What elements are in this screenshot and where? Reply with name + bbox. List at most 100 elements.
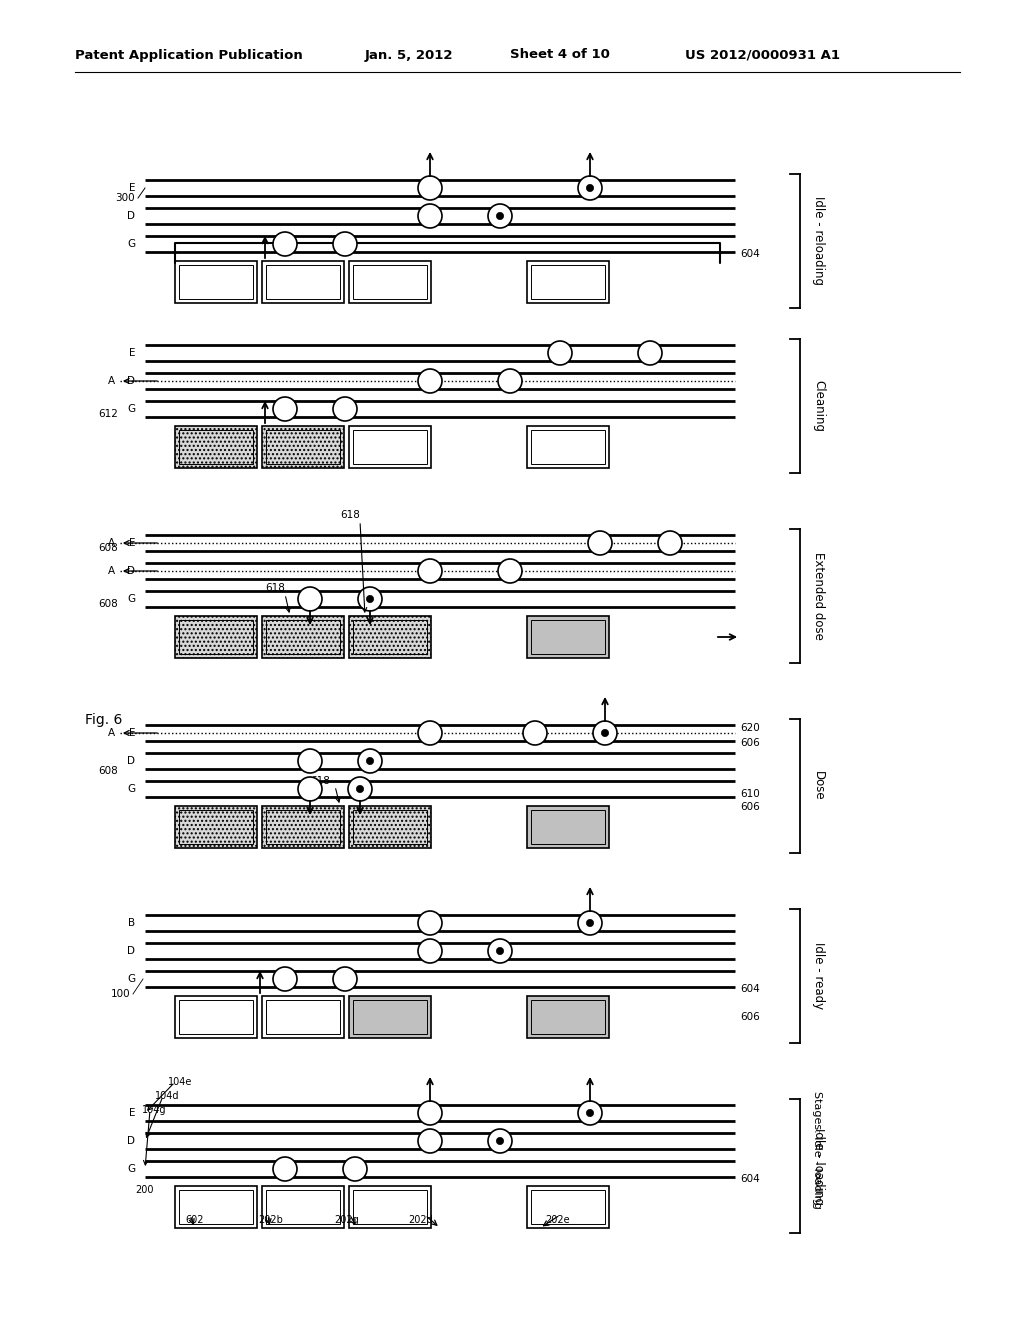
Text: 608: 608 (98, 543, 118, 553)
Circle shape (333, 232, 357, 256)
Circle shape (497, 213, 504, 219)
Text: 200: 200 (135, 1185, 154, 1195)
Text: B: B (128, 917, 135, 928)
Bar (531, 810, 605, 843)
Bar (175, 807, 257, 847)
Text: 610: 610 (740, 789, 760, 799)
Circle shape (298, 587, 322, 611)
Bar (266, 1001, 340, 1034)
Circle shape (497, 1138, 504, 1144)
Text: G: G (127, 239, 135, 249)
Text: 604: 604 (740, 249, 760, 259)
Bar (179, 430, 253, 465)
Circle shape (348, 777, 372, 801)
Text: Stages: Idle - loading: Stages: Idle - loading (812, 1092, 822, 1209)
Text: Patent Application Publication: Patent Application Publication (75, 49, 303, 62)
Bar (175, 261, 257, 304)
Bar (353, 810, 427, 843)
Bar (353, 620, 427, 653)
Circle shape (333, 397, 357, 421)
Circle shape (587, 920, 594, 927)
Text: D: D (127, 566, 135, 576)
Bar (531, 1191, 605, 1224)
Circle shape (497, 948, 504, 954)
Text: G: G (127, 1164, 135, 1173)
Bar (179, 810, 253, 843)
Text: 618: 618 (265, 583, 285, 593)
Text: D: D (127, 211, 135, 220)
Text: 300: 300 (116, 193, 135, 203)
Circle shape (333, 968, 357, 991)
Bar (175, 1185, 257, 1228)
Text: E: E (128, 348, 135, 358)
Text: 604: 604 (740, 983, 760, 994)
Circle shape (593, 721, 617, 744)
Text: A: A (108, 566, 115, 576)
Text: 202g: 202g (334, 1214, 358, 1225)
Bar (349, 807, 431, 847)
Circle shape (418, 1129, 442, 1152)
Bar (527, 1185, 609, 1228)
Circle shape (498, 370, 522, 393)
Text: D: D (127, 376, 135, 385)
Bar (531, 265, 605, 300)
Text: 202b: 202b (258, 1214, 283, 1225)
Bar (175, 426, 257, 469)
Text: 612: 612 (98, 409, 118, 418)
Circle shape (358, 748, 382, 774)
Circle shape (638, 341, 662, 366)
Text: 620: 620 (740, 723, 760, 733)
Bar (349, 1185, 431, 1228)
Circle shape (358, 587, 382, 611)
Text: 606: 606 (740, 803, 760, 812)
Bar (266, 1191, 340, 1224)
Text: 608: 608 (98, 599, 118, 609)
Bar (262, 1185, 344, 1228)
Text: E: E (128, 1107, 135, 1118)
Text: D: D (127, 756, 135, 766)
Text: Extended dose: Extended dose (812, 552, 825, 640)
Circle shape (418, 939, 442, 964)
Bar (179, 620, 253, 653)
Text: 104e: 104e (168, 1077, 193, 1086)
Circle shape (488, 205, 512, 228)
Bar (179, 265, 253, 300)
Bar (266, 810, 340, 843)
Text: A: A (108, 729, 115, 738)
Bar (175, 616, 257, 657)
Bar (262, 426, 344, 469)
Bar (527, 426, 609, 469)
Bar (531, 620, 605, 653)
Text: Jan. 5, 2012: Jan. 5, 2012 (365, 49, 454, 62)
Circle shape (498, 558, 522, 583)
Text: G: G (127, 974, 135, 983)
Circle shape (273, 968, 297, 991)
Text: E: E (128, 183, 135, 193)
Text: 618: 618 (340, 510, 359, 520)
Bar (353, 430, 427, 465)
Circle shape (418, 176, 442, 201)
Text: A: A (108, 376, 115, 385)
Bar (349, 426, 431, 469)
Text: 608: 608 (98, 766, 118, 776)
Circle shape (578, 911, 602, 935)
Text: 202d: 202d (408, 1214, 433, 1225)
Circle shape (273, 232, 297, 256)
Bar (353, 1191, 427, 1224)
Bar (262, 616, 344, 657)
Text: E: E (128, 539, 135, 548)
Bar (266, 265, 340, 300)
Text: Dose: Dose (812, 771, 825, 801)
Text: Idle - ready: Idle - ready (812, 942, 825, 1010)
Text: 104d: 104d (155, 1092, 179, 1101)
Circle shape (418, 370, 442, 393)
Circle shape (298, 748, 322, 774)
Text: G: G (127, 594, 135, 605)
Text: D: D (127, 1137, 135, 1146)
Bar (527, 261, 609, 304)
Circle shape (587, 185, 594, 191)
Text: E: E (128, 729, 135, 738)
Circle shape (523, 721, 547, 744)
Circle shape (488, 1129, 512, 1152)
Circle shape (548, 341, 572, 366)
